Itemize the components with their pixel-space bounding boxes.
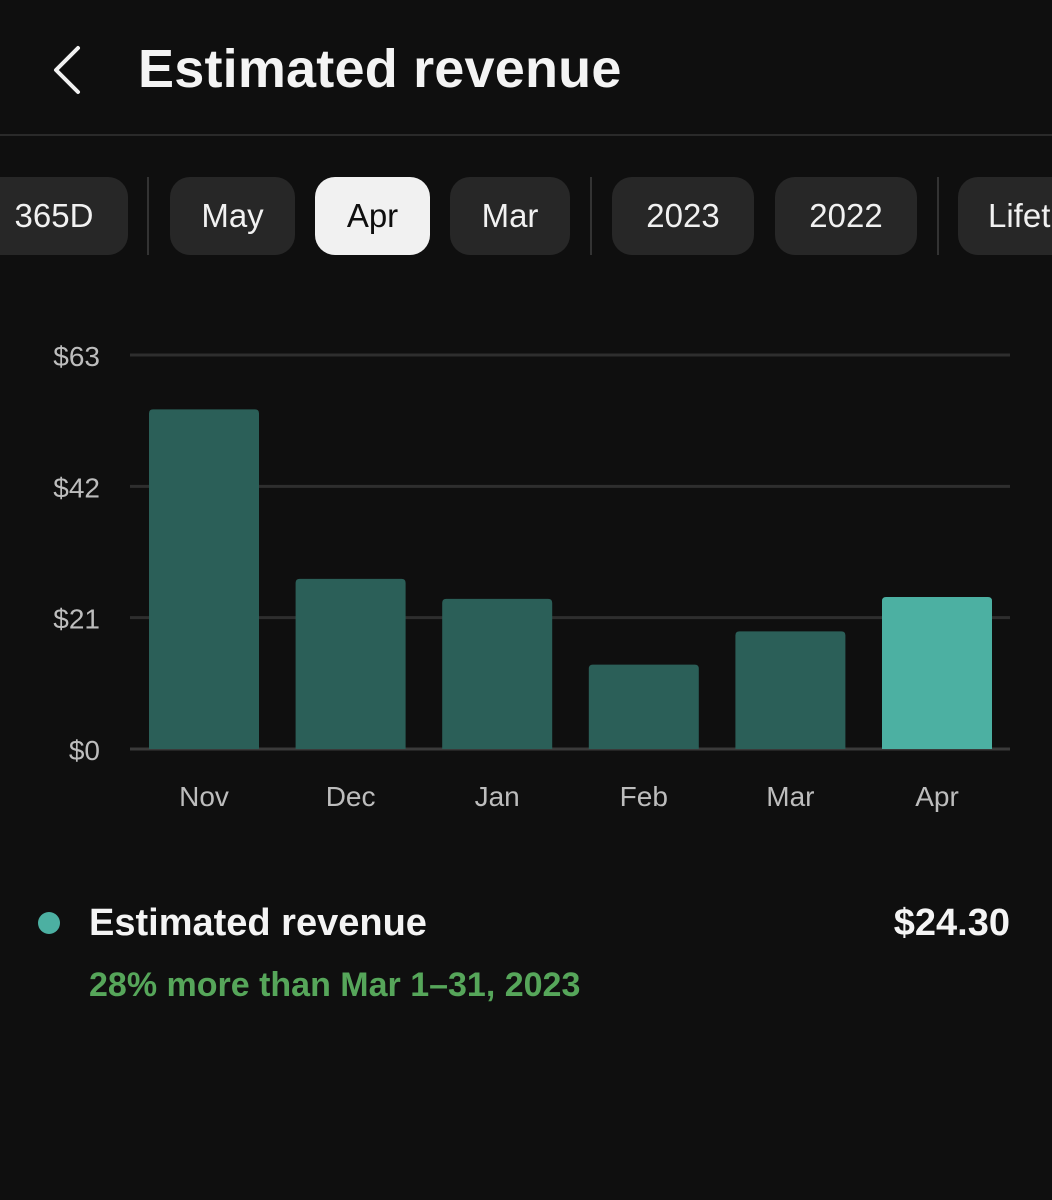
y-tick-label: $0 bbox=[69, 735, 100, 766]
chip-2023[interactable]: 2023 bbox=[612, 177, 754, 255]
y-tick-label: $42 bbox=[53, 472, 100, 503]
bar-mar bbox=[735, 631, 846, 749]
bar-dec bbox=[295, 578, 406, 749]
bar-apr bbox=[882, 597, 992, 749]
legend-dot bbox=[38, 912, 60, 934]
revenue-chart: $0 $21 $42 $63 Nov Dec Jan Feb Mar Apr bbox=[0, 330, 1052, 830]
page-title: Estimated revenue bbox=[138, 39, 622, 99]
chip-divider bbox=[147, 177, 149, 255]
x-tick-label: Mar bbox=[766, 781, 814, 812]
summary-label: Estimated revenue bbox=[89, 902, 427, 944]
x-tick-label: Feb bbox=[620, 781, 668, 812]
bar-nov bbox=[149, 409, 259, 749]
chip-divider bbox=[937, 177, 939, 255]
y-tick-label: $63 bbox=[53, 341, 100, 372]
bar-chart: $0 $21 $42 $63 Nov Dec Jan Feb Mar Apr bbox=[53, 341, 1010, 812]
chip-mar[interactable]: Mar bbox=[450, 177, 570, 255]
comparison-text: 28% more than Mar 1–31, 2023 bbox=[89, 966, 581, 1004]
chip-2022[interactable]: 2022 bbox=[775, 177, 917, 255]
x-tick-label: Dec bbox=[326, 781, 376, 812]
chevron-left-icon bbox=[54, 46, 80, 94]
x-tick-label: Jan bbox=[475, 781, 520, 812]
chip-may[interactable]: May bbox=[170, 177, 295, 255]
back-button[interactable] bbox=[40, 36, 100, 104]
chip-apr[interactable]: Apr bbox=[315, 177, 430, 255]
x-tick-label: Nov bbox=[179, 781, 229, 812]
chip-lifetime[interactable]: Lifet bbox=[958, 177, 1052, 255]
summary-value: $24.30 bbox=[893, 902, 1010, 944]
chip-365d[interactable]: 365D bbox=[0, 177, 128, 255]
top-bar: Estimated revenue bbox=[0, 0, 1052, 136]
bar-feb bbox=[588, 664, 699, 749]
bar-jan bbox=[442, 598, 553, 749]
chip-divider bbox=[590, 177, 592, 255]
period-chips: 365D May Apr Mar 2023 2022 Lifet bbox=[0, 177, 1052, 255]
y-tick-label: $21 bbox=[53, 604, 100, 635]
x-tick-label: Apr bbox=[915, 781, 959, 812]
